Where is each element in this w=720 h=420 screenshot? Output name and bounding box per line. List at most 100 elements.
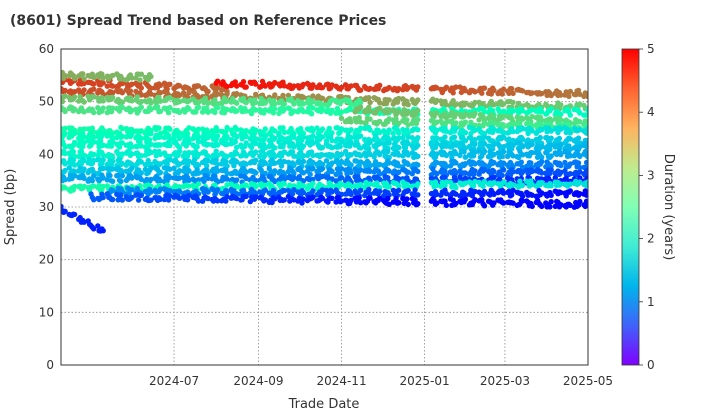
data-point bbox=[453, 185, 459, 191]
data-point bbox=[291, 134, 297, 140]
data-point bbox=[157, 82, 164, 89]
data-point bbox=[205, 141, 211, 148]
data-point bbox=[396, 120, 402, 126]
data-point bbox=[148, 106, 154, 113]
data-point bbox=[134, 143, 140, 150]
data-point bbox=[291, 144, 297, 150]
colorbar-tick-label: 3 bbox=[647, 168, 655, 182]
data-point bbox=[500, 134, 507, 140]
data-point bbox=[91, 157, 97, 164]
chart-title: (8601) Spread Trend based on Reference P… bbox=[10, 13, 386, 29]
data-point bbox=[80, 143, 86, 150]
data-point bbox=[539, 154, 545, 160]
data-point bbox=[402, 145, 409, 151]
data-point bbox=[129, 165, 135, 171]
x-axis-ticks: 2024-07 2024-09 2024-11 2025-01 2025-03 2025-… bbox=[149, 374, 613, 388]
data-point bbox=[100, 105, 106, 111]
data-point bbox=[544, 149, 550, 156]
data-point bbox=[329, 152, 335, 158]
data-point bbox=[81, 134, 87, 140]
data-point bbox=[223, 158, 229, 165]
data-point bbox=[214, 187, 221, 193]
data-point bbox=[81, 87, 87, 93]
data-point bbox=[491, 87, 497, 94]
colorbar-tick-label: 2 bbox=[647, 232, 655, 246]
data-point bbox=[186, 98, 192, 104]
data-point bbox=[81, 166, 87, 172]
data-point bbox=[186, 125, 192, 131]
data-point bbox=[224, 83, 230, 90]
data-point bbox=[176, 135, 183, 142]
data-point bbox=[253, 157, 259, 164]
data-point bbox=[377, 82, 383, 89]
data-point bbox=[357, 119, 364, 125]
data-point bbox=[462, 88, 469, 94]
data-point bbox=[357, 145, 364, 151]
data-point bbox=[81, 99, 87, 105]
data-point bbox=[547, 204, 553, 210]
data-point bbox=[224, 153, 230, 160]
data-point bbox=[194, 144, 200, 150]
data-point bbox=[510, 121, 516, 127]
data-point bbox=[205, 109, 211, 115]
data-point bbox=[272, 135, 278, 141]
x-tick-label: 2025-05 bbox=[563, 374, 613, 388]
colorbar-tick-label: 1 bbox=[647, 295, 655, 309]
data-point bbox=[338, 98, 345, 105]
data-point bbox=[396, 86, 402, 92]
data-point bbox=[510, 108, 516, 114]
data-point bbox=[404, 196, 410, 202]
x-tick-label: 2024-07 bbox=[149, 374, 199, 388]
data-point bbox=[214, 161, 221, 167]
data-point bbox=[462, 130, 469, 136]
data-point bbox=[443, 143, 450, 149]
data-point bbox=[405, 85, 411, 91]
data-point bbox=[138, 159, 144, 165]
data-point bbox=[491, 126, 497, 133]
data-point bbox=[91, 94, 97, 100]
data-point bbox=[148, 100, 154, 106]
data-point bbox=[137, 77, 143, 83]
data-point bbox=[583, 130, 588, 136]
data-point bbox=[243, 161, 249, 167]
data-point bbox=[363, 120, 369, 126]
data-point bbox=[205, 134, 211, 141]
data-point bbox=[453, 142, 459, 148]
data-point bbox=[519, 144, 526, 150]
data-point bbox=[138, 192, 144, 198]
data-point bbox=[519, 108, 526, 114]
data-point bbox=[548, 92, 554, 99]
data-point bbox=[357, 87, 364, 93]
data-point bbox=[310, 105, 316, 111]
data-point bbox=[488, 91, 494, 97]
data-point bbox=[97, 138, 104, 144]
data-point bbox=[100, 157, 106, 163]
data-point bbox=[129, 81, 135, 87]
data-point bbox=[377, 140, 383, 147]
data-point bbox=[224, 98, 230, 104]
data-point bbox=[529, 203, 535, 210]
data-point bbox=[434, 110, 440, 116]
data-point bbox=[434, 151, 440, 157]
data-point bbox=[253, 81, 259, 87]
data-point bbox=[167, 94, 173, 101]
data-point bbox=[585, 107, 588, 113]
data-point bbox=[116, 108, 123, 114]
data-point bbox=[400, 140, 406, 146]
data-point bbox=[148, 91, 154, 97]
data-point bbox=[319, 126, 326, 132]
data-point bbox=[329, 97, 335, 103]
data-point bbox=[443, 152, 450, 159]
data-point bbox=[119, 104, 126, 111]
data-point bbox=[116, 144, 123, 150]
data-point bbox=[77, 139, 83, 145]
data-point bbox=[472, 99, 478, 106]
data-point bbox=[253, 127, 259, 133]
data-point bbox=[272, 153, 278, 160]
data-point bbox=[442, 134, 448, 140]
data-point bbox=[253, 149, 259, 155]
data-point bbox=[415, 201, 421, 207]
data-point bbox=[157, 98, 164, 104]
data-point bbox=[567, 146, 573, 152]
data-point bbox=[338, 115, 345, 122]
